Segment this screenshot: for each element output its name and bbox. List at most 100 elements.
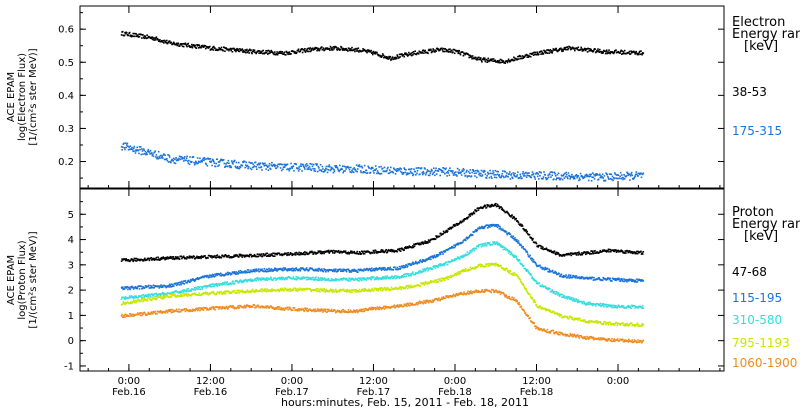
electron-point [534, 178, 537, 180]
proton-point [174, 296, 177, 298]
electron-point [188, 163, 191, 166]
electron-point [259, 162, 262, 164]
electron-point [225, 165, 228, 167]
proton-point [295, 288, 297, 290]
electron-point [455, 174, 458, 176]
proton-point [128, 286, 130, 289]
electron-point [265, 164, 268, 166]
electron-point [280, 163, 282, 166]
electron-point [206, 46, 209, 49]
proton-point [341, 278, 343, 280]
proton-point [169, 293, 172, 296]
proton-point [163, 294, 165, 296]
proton-point [484, 205, 487, 207]
electron-point [550, 51, 552, 54]
electron-point [481, 175, 483, 177]
electron-ytick-label: 0.6 [58, 25, 74, 36]
electron-point [144, 35, 147, 38]
electron-point [438, 168, 441, 171]
electron-point [316, 48, 319, 51]
electron-point [542, 52, 545, 55]
proton-point [326, 279, 329, 281]
proton-point [612, 306, 614, 309]
proton-point [266, 279, 268, 281]
proton-point [311, 278, 313, 281]
electron-point [381, 55, 383, 57]
proton-point [269, 278, 271, 280]
electron-point [356, 48, 358, 50]
electron-point [306, 168, 309, 170]
proton-point [243, 291, 246, 293]
proton-point [362, 253, 365, 255]
proton-point [236, 272, 239, 274]
proton-point [496, 205, 498, 207]
proton-point [422, 260, 425, 262]
proton-point [311, 251, 314, 254]
proton-point [393, 276, 396, 279]
proton-point [357, 271, 359, 273]
proton-point [417, 242, 419, 245]
electron-point [441, 171, 443, 173]
proton-point [488, 224, 491, 226]
proton-point [369, 269, 372, 271]
proton-point [356, 250, 358, 253]
electron-point [598, 51, 600, 53]
electron-point [268, 163, 271, 165]
proton-point [451, 246, 454, 248]
proton-point [278, 290, 281, 292]
proton-point [312, 276, 314, 279]
proton-point [182, 282, 184, 285]
electron-point [264, 51, 267, 54]
electron-point [309, 47, 311, 49]
electron-point [504, 176, 507, 178]
proton-point [415, 260, 417, 263]
electron-ytick-label: 0.5 [58, 58, 74, 69]
electron-point [396, 168, 398, 170]
electron-point [597, 48, 599, 50]
proton-point [350, 250, 352, 252]
proton-point [556, 292, 559, 294]
electron-point [489, 58, 492, 61]
proton-point [445, 229, 448, 232]
electron-point [470, 56, 473, 58]
electron-point [361, 167, 364, 169]
proton-point [453, 259, 455, 261]
electron-point [389, 171, 392, 174]
proton-point [433, 255, 435, 258]
proton-point [480, 226, 483, 229]
proton-point [122, 301, 125, 303]
proton-point [618, 278, 621, 281]
electron-point [392, 167, 395, 169]
proton-point [425, 241, 427, 243]
proton-point [238, 253, 241, 256]
proton-point [557, 294, 559, 296]
electron-point [318, 167, 320, 169]
proton-point [193, 279, 195, 281]
proton-point [585, 251, 588, 253]
electron-point [301, 51, 304, 54]
electron-point [579, 178, 581, 181]
electron-point [435, 173, 438, 175]
proton-point [141, 298, 143, 301]
proton-point [493, 204, 495, 207]
proton-point [260, 288, 263, 290]
electron-point [457, 51, 460, 53]
proton-point [388, 268, 391, 271]
proton-point [444, 231, 447, 234]
electron-point [634, 53, 636, 55]
proton-point [242, 281, 244, 284]
proton-point [289, 252, 292, 254]
proton-point [159, 259, 161, 261]
proton-point [541, 248, 544, 250]
electron-point [382, 54, 385, 57]
proton-point [428, 258, 430, 261]
proton-point [240, 272, 242, 274]
electron-point [585, 49, 587, 52]
proton-point [166, 286, 168, 288]
proton-point [212, 291, 215, 293]
proton-point [406, 265, 409, 267]
proton-point [430, 258, 432, 261]
proton-point [601, 250, 603, 253]
proton-point [339, 268, 342, 271]
proton-point [160, 284, 162, 286]
